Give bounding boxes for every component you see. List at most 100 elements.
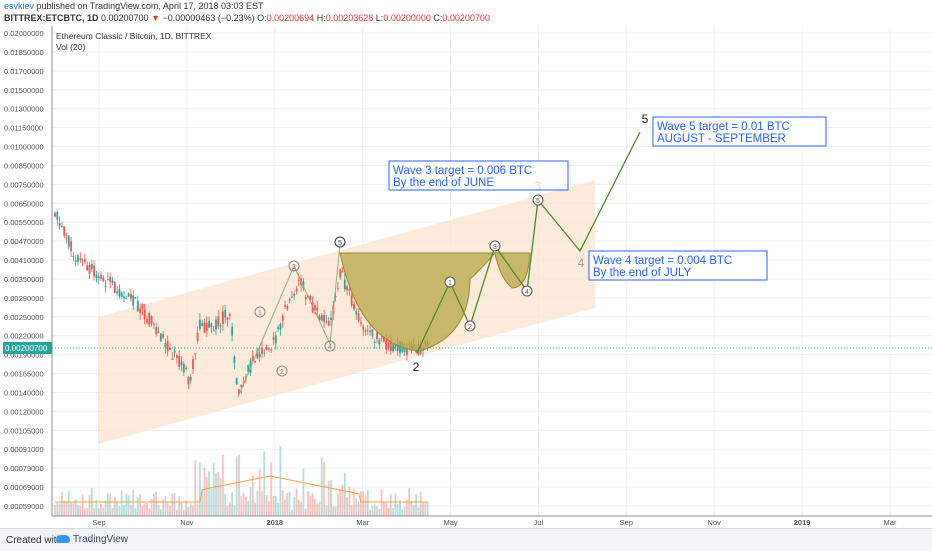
candle-body [187, 377, 190, 385]
candle-body [394, 344, 397, 348]
volume-bar [309, 495, 312, 516]
volume-bar [343, 472, 346, 516]
candle-body [109, 276, 112, 283]
volume-bar [307, 491, 309, 516]
volume-bar [403, 506, 406, 516]
candle-body [323, 315, 325, 322]
candle-body [178, 356, 181, 367]
candle-body [215, 319, 217, 330]
volume-bar [159, 509, 162, 516]
volume-bar [173, 493, 176, 516]
y-tick-label: 0.00750000 [4, 180, 44, 189]
candle-body [341, 271, 344, 273]
candle-body [93, 265, 95, 277]
volume-bar [300, 501, 302, 516]
price-change: −0.00000463 (−0.23%) [162, 13, 255, 23]
wave3-line2: By the end of JUNE [393, 177, 494, 189]
y-tick-label: 0.01700000 [4, 67, 44, 76]
last-price-tag [3, 342, 52, 354]
volume-bar [116, 501, 118, 516]
wave4-annotation[interactable]: Wave 4 target = 0.004 BTC By the end of … [588, 250, 768, 281]
volume-bar [111, 508, 114, 516]
volume-bar [127, 495, 130, 516]
candle-body [279, 323, 282, 330]
y-tick-label: 0.00120000 [4, 407, 44, 416]
volume-bar [240, 495, 243, 516]
y-tick-label: 0.00105000 [4, 426, 44, 435]
volume-bar [107, 493, 109, 516]
candle-body [219, 325, 222, 327]
low-value: 0.00200000 [383, 13, 431, 23]
volume-legend: Vol (20) [56, 42, 85, 52]
candle-body [348, 289, 351, 291]
svg-text:3: 3 [292, 264, 296, 271]
candle-body [208, 320, 210, 328]
volume-bar [304, 508, 307, 516]
y-tick-label: 0.00470000 [4, 237, 44, 246]
candle-body [376, 332, 378, 340]
price-chart[interactable]: 0.02000000 0.01850000 0.01700000 0.01500000… [0, 26, 932, 528]
y-tick-label: 0.00079000 [4, 464, 44, 473]
major-wave-4: 4 [578, 256, 585, 270]
volume-bar [217, 471, 220, 516]
candle-body [102, 276, 105, 282]
y-tick-label: 0.01150000 [4, 124, 43, 133]
wave5-annotation[interactable]: Wave 5 target = 0.01 BTC AUGUST - SEPTEM… [652, 116, 827, 147]
candle-body [369, 330, 371, 332]
svg-text:5: 5 [338, 240, 342, 247]
prior-wave-path [237, 243, 341, 398]
candle-body [231, 326, 233, 336]
y-tick-label: 0.00290000 [4, 294, 44, 303]
x-tick-label: Nov [708, 518, 722, 527]
candle-body [217, 316, 220, 327]
wave4-line1: Wave 4 target = 0.004 BTC [593, 255, 732, 267]
candle-body [86, 265, 89, 271]
volume-bar [422, 502, 424, 516]
volume-bar [268, 501, 270, 516]
candle-body [302, 281, 305, 289]
candle-body [141, 303, 144, 309]
candle-body [130, 293, 132, 299]
x-tick-label: 2019 [794, 518, 811, 527]
volume-bar [77, 505, 79, 516]
volume-bar [97, 508, 100, 516]
volume-bar [113, 496, 116, 516]
volume-bar [162, 499, 164, 516]
volume-bar [182, 509, 185, 516]
volume-bar [178, 495, 181, 516]
publish-line: esvkiev published on TradingView.com, Ap… [4, 1, 264, 11]
wave3-line1: Wave 3 target = 0.006 BTC [393, 165, 532, 177]
wave-marker-1a: 1 [254, 306, 266, 318]
volume-bar [102, 507, 105, 516]
author-link[interactable]: esvkiev [4, 1, 35, 11]
volume-bar [95, 500, 98, 516]
y-tick-label: 0.00165000 [4, 370, 44, 379]
candle-body [392, 344, 394, 352]
y-tick-label: 0.00220000 [4, 332, 44, 341]
volume-bar [291, 509, 293, 516]
candle-body [189, 376, 192, 381]
y-tick-label: 0.00140000 [4, 388, 44, 397]
chart-area[interactable]: 0.02000000 0.01850000 0.01700000 0.01500000… [0, 26, 932, 528]
ohlc-line: BITTREX:ETCBTC, 1D 0.00200700 ▼ −0.00000… [4, 13, 490, 23]
y-tick-label: 0.01500000 [4, 86, 44, 95]
volume-bar [406, 499, 408, 516]
tradingview-brand: TradingView [73, 534, 129, 545]
publish-info: published on TradingView.com, April 17, … [34, 1, 264, 11]
volume-bar [383, 501, 385, 516]
volume-bar [330, 480, 332, 516]
candle-body [104, 285, 107, 287]
volume-bar [346, 497, 348, 516]
chart-header: esvkiev published on TradingView.com, Ap… [0, 0, 932, 26]
tradingview-logo[interactable]: TradingView [56, 534, 128, 545]
candle-body [118, 288, 121, 297]
candle-body [185, 367, 187, 369]
candle-body [265, 347, 268, 350]
candle-body [77, 255, 79, 262]
volume-bar [263, 451, 266, 516]
x-tick-label: May [443, 518, 457, 527]
volume-bar [396, 503, 399, 516]
wave3-annotation[interactable]: Wave 3 target = 0.006 BTC By the end of … [388, 160, 569, 191]
candle-body [210, 323, 213, 328]
candle-body [159, 333, 162, 342]
